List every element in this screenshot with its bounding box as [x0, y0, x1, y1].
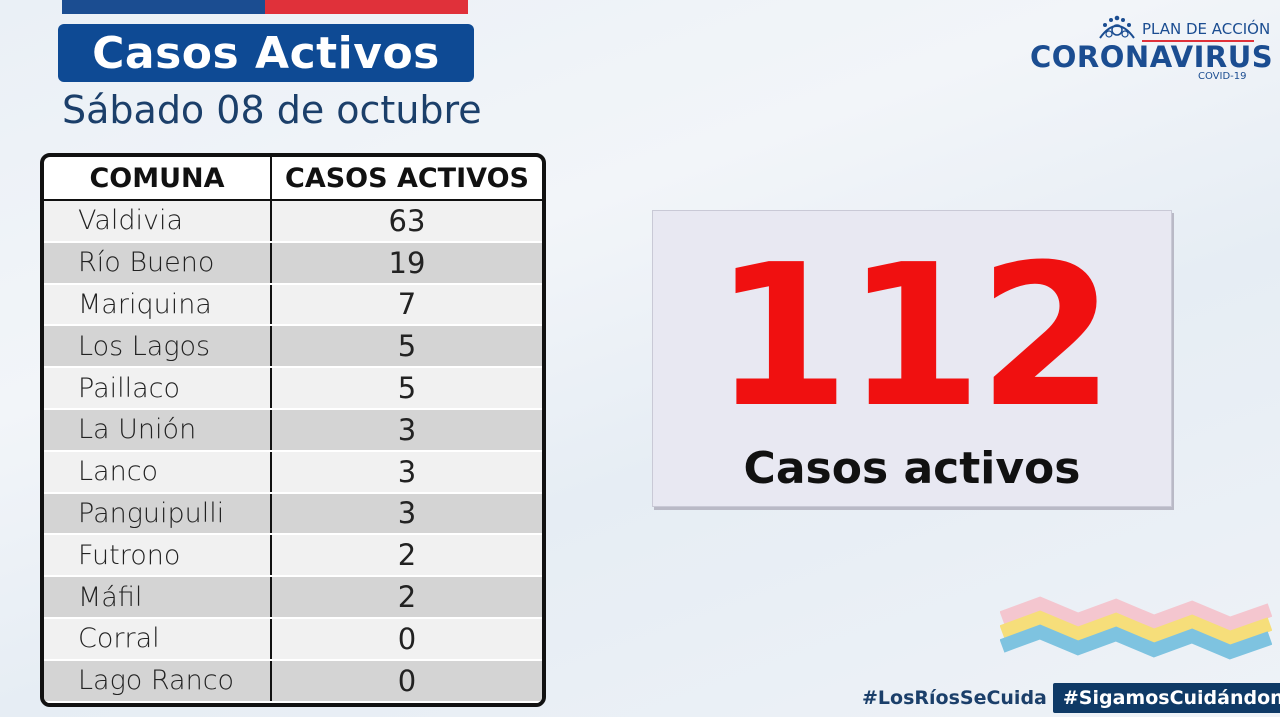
cell-casos: 3 — [397, 412, 417, 447]
table-row: Máfil 2 — [44, 577, 542, 619]
total-cases-number: 112 — [713, 223, 1114, 451]
table-row: Mariquina 7 — [44, 284, 542, 327]
page-subtitle: Sábado 08 de octubre — [62, 88, 482, 132]
page-title: Casos Activos — [92, 27, 440, 79]
cell-comuna: Lanco — [44, 451, 272, 492]
cell-casos: 3 — [397, 454, 417, 489]
coronavirus-logo: PLAN DE ACCIÓN CORONAVIRUS COVID-19 — [1030, 14, 1273, 84]
top-accent-bar — [62, 0, 468, 14]
cell-casos: 5 — [397, 371, 417, 406]
virus-icon — [1099, 15, 1135, 39]
cell-comuna: Máfil — [44, 577, 272, 617]
cell-casos: 0 — [397, 663, 417, 698]
cell-comuna: La Unión — [44, 409, 272, 450]
cell-comuna: Río Bueno — [44, 242, 272, 283]
table-row: Lanco 3 — [44, 451, 542, 494]
table-row: Valdivia 63 — [44, 201, 542, 243]
table-row: Paillaco 5 — [44, 368, 542, 410]
cell-casos: 3 — [397, 496, 417, 531]
wave-stripes-decoration — [1000, 596, 1272, 660]
cell-comuna: Los Lagos — [44, 326, 272, 367]
cell-comuna: Futrono — [44, 535, 272, 576]
active-cases-table: COMUNA CASOS ACTIVOS Valdivia 63 Río Buen… — [40, 153, 546, 707]
total-cases-card: 112 Casos activos — [652, 210, 1172, 507]
logo-sub-text: COVID-19 — [1198, 71, 1247, 82]
cell-comuna: Valdivia — [44, 201, 272, 241]
table-row: Futrono 2 — [44, 535, 542, 578]
cell-casos: 63 — [388, 203, 426, 238]
table-row: Lago Ranco 0 — [44, 660, 542, 703]
logo-plan-text: PLAN DE ACCIÓN — [1142, 20, 1271, 38]
cell-casos: 5 — [397, 329, 417, 364]
column-header-casos: CASOS ACTIVOS — [285, 162, 529, 194]
top-accent-red — [265, 0, 468, 14]
hashtag-los-rios: #LosRíosSeCuida — [862, 687, 1047, 709]
logo-divider — [1142, 40, 1254, 42]
table-row: Panguipulli 3 — [44, 493, 542, 536]
cell-comuna: Lago Ranco — [44, 660, 272, 701]
table-row: Los Lagos 5 — [44, 326, 542, 369]
cell-casos: 7 — [397, 287, 417, 322]
footer-hashtags: #LosRíosSeCuida #SigamosCuidándonos — [862, 682, 1280, 714]
cell-casos: 2 — [397, 580, 417, 615]
column-header-comuna: COMUNA — [44, 157, 272, 199]
logo-main-text: CORONAVIRUS — [1030, 40, 1274, 74]
cell-comuna: Corral — [44, 618, 272, 659]
title-banner: Casos Activos — [58, 24, 474, 82]
table-body: Valdivia 63 Río Bueno 19 Mariquina 7 Los La… — [44, 201, 542, 703]
table-row: Río Bueno 19 — [44, 242, 542, 285]
cell-comuna: Panguipulli — [44, 493, 272, 534]
table-row: Corral 0 — [44, 618, 542, 661]
cell-comuna: Paillaco — [44, 368, 272, 408]
cell-casos: 0 — [397, 621, 417, 656]
cell-comuna: Mariquina — [44, 284, 272, 325]
total-cases-label: Casos activos — [743, 443, 1081, 494]
table-row: La Unión 3 — [44, 409, 542, 452]
hashtag-sigamos: #SigamosCuidándonos — [1052, 683, 1280, 713]
table-header: COMUNA CASOS ACTIVOS — [44, 157, 542, 201]
cell-casos: 2 — [397, 538, 417, 573]
cell-casos: 19 — [388, 245, 426, 280]
top-accent-blue — [62, 0, 265, 14]
